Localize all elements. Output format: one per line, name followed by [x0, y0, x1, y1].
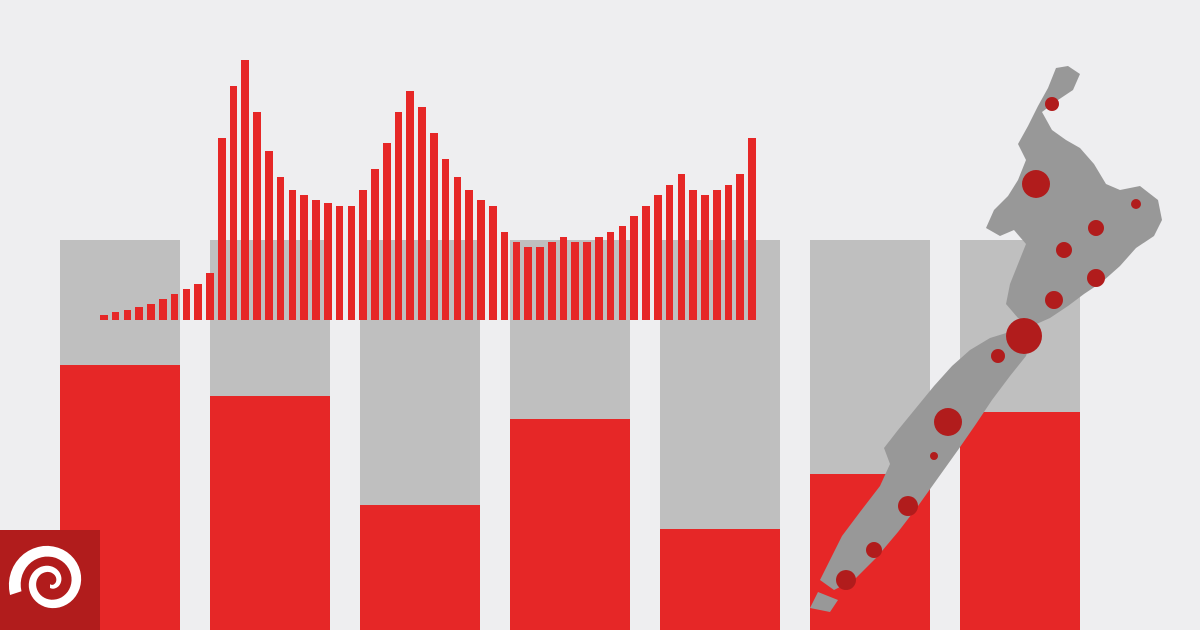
- thin-bar: [206, 273, 214, 320]
- map-dot: [934, 408, 962, 436]
- map-dot: [1045, 291, 1063, 309]
- thin-bar: [513, 242, 521, 320]
- nz-map: [780, 60, 1200, 620]
- thin-bar: [230, 86, 238, 320]
- thin-bar: [159, 299, 167, 320]
- koru-spiral-icon: [9, 546, 81, 608]
- map-dot: [898, 496, 918, 516]
- thin-bar: [324, 203, 332, 320]
- thin-bar: [194, 284, 202, 320]
- map-dot: [1056, 242, 1072, 258]
- thin-bar: [701, 195, 709, 320]
- thin-bar: [430, 133, 438, 320]
- thin-bar: [501, 232, 509, 320]
- thin-bar: [666, 185, 674, 320]
- thin-bar: [477, 200, 485, 320]
- thin-bar: [359, 190, 367, 320]
- infographic-stage: [0, 0, 1200, 630]
- map-dot: [991, 349, 1005, 363]
- thin-bar: [241, 60, 249, 320]
- thin-bar: [112, 312, 120, 320]
- map-dot: [1131, 199, 1141, 209]
- thin-bar: [442, 159, 450, 320]
- rnz-logo: [0, 530, 100, 630]
- thin-bar: [312, 200, 320, 320]
- thin-bar: [135, 307, 143, 320]
- thin-bar: [489, 206, 497, 320]
- thin-bar: [336, 206, 344, 320]
- thin-bar: [454, 177, 462, 320]
- thin-bar: [630, 216, 638, 320]
- thin-bar: [253, 112, 261, 320]
- thin-bar: [713, 190, 721, 320]
- thin-bar: [124, 310, 132, 320]
- map-dot: [866, 542, 882, 558]
- thin-bar: [642, 206, 650, 320]
- map-dot: [1006, 318, 1042, 354]
- thin-bar: [607, 232, 615, 320]
- map-dot: [1088, 220, 1104, 236]
- thin-bar: [147, 304, 155, 320]
- thin-bar: [725, 185, 733, 320]
- thin-bar: [277, 177, 285, 320]
- map-dot: [1022, 170, 1050, 198]
- thin-bar: [571, 242, 579, 320]
- thin-bar: [183, 289, 191, 320]
- thin-bar: [524, 247, 532, 320]
- thin-bar: [289, 190, 297, 320]
- thin-bar: [218, 138, 226, 320]
- thin-bar: [371, 169, 379, 320]
- thin-bar: [678, 174, 686, 320]
- thin-bar: [406, 91, 414, 320]
- thin-bar: [171, 294, 179, 320]
- thin-bar: [748, 138, 756, 320]
- thin-bar: [689, 190, 697, 320]
- stacked-bar-fill: [660, 529, 780, 630]
- map-dot: [1087, 269, 1105, 287]
- thin-bar: [465, 190, 473, 320]
- thin-bar: [395, 112, 403, 320]
- map-dot: [836, 570, 856, 590]
- thin-bar: [100, 315, 108, 320]
- thin-bar: [560, 237, 568, 320]
- map-dot: [930, 452, 938, 460]
- thin-bar: [536, 247, 544, 320]
- thin-bar: [348, 206, 356, 320]
- thin-bar: [619, 226, 627, 320]
- thin-bar: [654, 195, 662, 320]
- thin-bar: [265, 151, 273, 320]
- thin-bar: [583, 242, 591, 320]
- thin-bar: [418, 107, 426, 320]
- nz-landmass: [810, 66, 1162, 612]
- map-dot: [1045, 97, 1059, 111]
- thin-bar: [300, 195, 308, 320]
- stacked-bar-fill: [510, 419, 630, 630]
- thin-bar: [383, 143, 391, 320]
- stacked-bar-fill: [210, 396, 330, 630]
- stacked-bar-fill: [360, 505, 480, 630]
- thin-bar: [548, 242, 556, 320]
- thin-bar: [736, 174, 744, 320]
- thin-bar: [595, 237, 603, 320]
